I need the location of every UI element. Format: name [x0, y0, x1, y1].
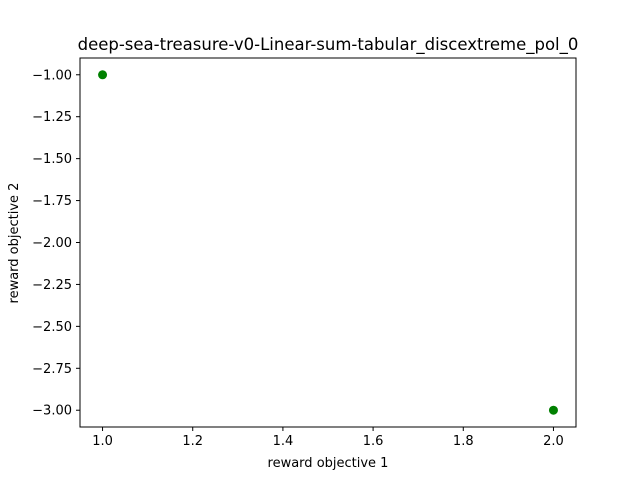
data-point: [98, 70, 108, 80]
data-points: [98, 70, 558, 415]
y-tick-label: −1.75: [32, 194, 72, 209]
x-tick-label: 1.4: [273, 434, 294, 449]
y-tick-label: −1.25: [32, 110, 72, 125]
x-tick-label: 1.0: [92, 434, 113, 449]
y-tick-label: −1.50: [32, 152, 72, 167]
chart-title: deep-sea-treasure-v0-Linear-sum-tabular_…: [78, 35, 579, 55]
x-axis-label: reward objective 1: [268, 456, 389, 471]
y-axis-label: reward objective 2: [7, 183, 22, 304]
x-tick-label: 1.6: [363, 434, 384, 449]
y-tick-label: −1.00: [32, 68, 72, 83]
data-point: [548, 405, 558, 415]
y-tick-label: −2.75: [32, 362, 72, 377]
y-axis-ticks: −1.00 −1.25 −1.50 −1.75 −2.00 −2.25 −2.50 −2.75…: [32, 68, 80, 419]
y-tick-label: −2.50: [32, 320, 72, 335]
x-tick-label: 1.2: [182, 434, 203, 449]
y-tick-label: −3.00: [32, 404, 72, 419]
x-axis-ticks: 1.0 1.2 1.4 1.6 1.8 2.0: [92, 427, 564, 449]
y-tick-label: −2.00: [32, 236, 72, 251]
x-tick-label: 1.8: [453, 434, 474, 449]
x-tick-label: 2.0: [543, 434, 564, 449]
y-tick-label: −2.25: [32, 278, 72, 293]
